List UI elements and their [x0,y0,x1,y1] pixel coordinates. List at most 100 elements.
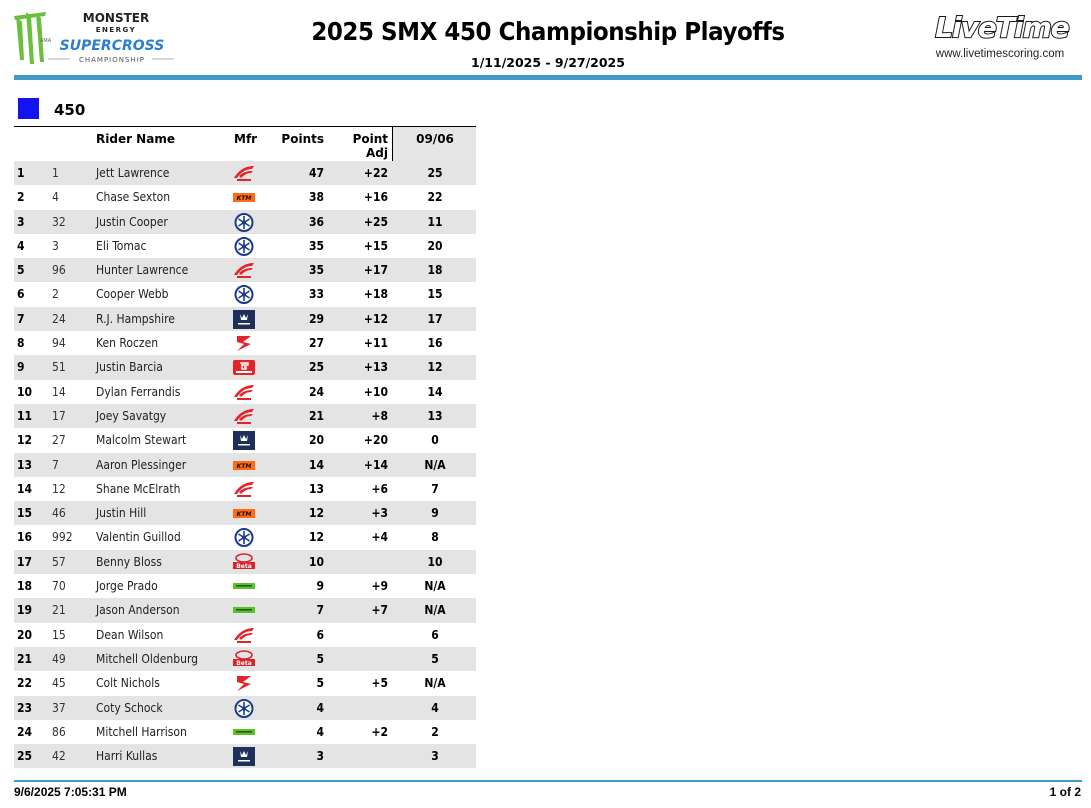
cell-rider-name: Shane McElrath [96,481,181,496]
table-row: 17 57 Benny Bloss 10 10 Beta [14,549,476,575]
cell-round-0906: 0 [431,433,439,448]
cell-rider-name: Malcolm Stewart [96,433,187,448]
cell-rider-name: Justin Cooper [96,214,168,229]
cell-round-0906: 11 [427,214,443,229]
cell-point-adj: +2 [371,724,388,739]
gasgas-logo-icon [232,358,256,377]
cell-rider-number: 24 [52,311,66,326]
cell-points: 29 [308,311,324,326]
cell-rider-name: Hunter Lawrence [96,263,189,278]
site-url: www.livetimescoring.com [935,48,1065,60]
cell-points: 5 [316,676,324,691]
table-row: 13 7 Aaron Plessinger 14 +14 N/A KTM [14,452,476,477]
cell-points: 4 [316,724,324,739]
cell-points: 21 [308,408,324,423]
header-points: Points [281,132,324,146]
table-row: 19 21 Jason Anderson 7 +7 N/A [14,598,476,623]
svg-text:KTM: KTM [237,195,252,202]
cell-point-adj: +16 [363,190,388,205]
cell-round-0906: 4 [431,700,439,715]
table-body: 1 1 Jett Lawrence 47 +22 25 2 4 Chase Sexton 38 +1… [14,161,476,769]
page-title: 2025 SMX 450 Championship Playoffs [311,17,785,46]
cell-round-0906: N/A [424,457,446,472]
kawasaki-logo-icon [232,577,256,596]
cell-round-0906: 8 [431,530,439,545]
cell-points: 12 [308,530,324,545]
cell-points: 13 [308,481,324,496]
table-row: 2 4 Chase Sexton 38 +16 22 KTM [14,185,476,209]
cell-point-adj: +25 [363,214,388,229]
cell-rider-name: Jason Anderson [96,603,180,618]
table-row: 4 3 Eli Tomac 35 +15 20 [14,234,476,258]
cell-position: 24 [17,724,33,739]
table-row: 20 15 Dean Wilson 6 6 [14,623,476,647]
table-row: 5 96 Hunter Lawrence 35 +17 18 [14,258,476,283]
cell-position: 5 [17,263,25,278]
cell-point-adj: +9 [371,579,388,594]
cell-points: 6 [316,627,324,642]
cell-rider-number: 1 [52,166,59,180]
cell-point-adj: +11 [363,336,388,351]
cell-points: 33 [308,287,324,302]
cell-round-0906: 6 [431,627,439,642]
table-row: 10 14 Dylan Ferrandis 24 +10 14 [14,380,476,404]
cell-position: 10 [17,384,33,399]
header-point-adj: Point Adj [352,132,388,160]
cell-rider-name: Aaron Plessinger [96,457,187,472]
cell-rider-number: 3 [52,238,59,253]
cell-rider-name: R.J. Hampshire [96,311,175,326]
table-row: 11 17 Joey Savatgy 21 +8 13 [14,403,476,429]
cell-rider-number: 992 [52,530,73,545]
table-row: 9 51 Justin Barcia 25 +13 12 [14,355,476,380]
header-round-0906: 09/06 [416,132,454,146]
table-row: 8 94 Ken Roczen 27 +11 16 [14,331,476,355]
cell-round-0906: N/A [424,603,446,618]
cell-position: 1 [17,166,25,180]
cell-position: 23 [17,700,33,715]
cell-round-0906: 25 [427,166,443,180]
svg-text:Beta: Beta [236,660,252,667]
cell-rider-name: Dylan Ferrandis [96,384,181,399]
cell-rider-number: 42 [52,749,66,764]
cell-rider-number: 14 [52,384,66,399]
cell-rider-number: 94 [52,336,66,351]
cell-rider-name: Colt Nichols [96,676,160,691]
kawasaki-logo-icon [232,601,256,620]
cell-rider-name: Benny Bloss [96,554,162,569]
cell-points: 4 [316,700,324,715]
cell-round-0906: N/A [424,579,446,594]
cell-points: 24 [308,384,324,399]
cell-rider-name: Mitchell Oldenburg [96,651,199,666]
cell-rider-number: 96 [52,263,66,278]
cell-rider-number: 2 [52,287,59,302]
cell-point-adj: +14 [363,457,388,472]
cell-round-0906: 12 [427,360,443,375]
cell-point-adj: +22 [363,166,388,180]
cell-rider-name: Jett Lawrence [96,166,170,180]
cell-point-adj: +8 [371,408,388,423]
cell-point-adj: +17 [363,263,388,278]
cell-rider-number: 32 [52,214,66,229]
cell-rider-number: 51 [52,360,66,375]
table-row: 24 86 Mitchell Harrison 4 +2 2 [14,720,476,744]
logo-text-ama: AMA [40,38,52,44]
cell-position: 15 [17,506,33,521]
cell-points: 3 [316,749,324,764]
table-header: Rider Name Mfr Points Point Adj 09/06 [14,126,476,161]
cell-round-0906: N/A [424,676,446,691]
cell-point-adj: +12 [363,311,388,326]
footer-divider [14,780,1082,782]
honda-wing-icon [232,164,256,183]
report-header: MONSTER ENERGY AMA SUPERCROSS CHAMPIONSH… [0,0,1091,80]
cell-rider-number: 37 [52,700,66,715]
cell-rider-name: Coty Schock [96,700,163,715]
page-indicator: 1 of 2 [1049,785,1081,799]
cell-position: 18 [17,579,33,594]
yamaha-tuning-fork-icon [232,236,256,256]
cell-points: 25 [308,360,324,375]
cell-point-adj: +13 [363,360,388,375]
suzuki-s-icon [232,674,256,693]
cell-position: 16 [17,530,33,545]
header-divider [14,75,1082,80]
